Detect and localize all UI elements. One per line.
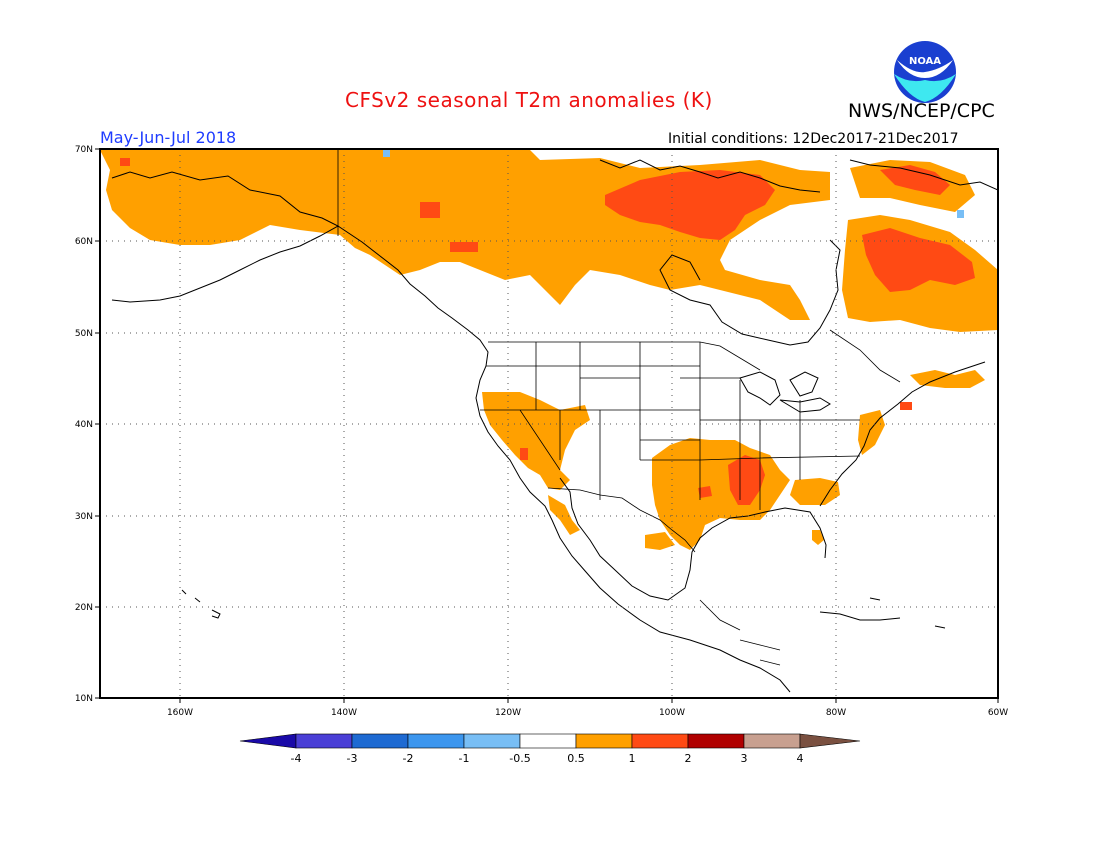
colorbar-label: 0.5 (567, 752, 585, 765)
anomaly-nw-territories-spot (450, 242, 478, 252)
logo-text: NOAA (909, 56, 941, 67)
colorbar-label: 1 (629, 752, 636, 765)
lon-label-60w: 60W (988, 708, 1008, 718)
lat-label-50n: 50N (75, 329, 93, 339)
colorbar-label: 3 (741, 752, 748, 765)
colorbar-left-arrow (239, 733, 297, 749)
colorbar-label: -2 (403, 752, 414, 765)
colorbar-segment (295, 733, 353, 749)
anomaly-southern-plains (652, 438, 790, 550)
anomaly-level-negative (383, 150, 964, 218)
anomaly-southwest-us (482, 392, 590, 490)
lat-label-30n: 30N (75, 512, 93, 522)
mexico-central-america-lines (699, 599, 781, 666)
anomaly-baja (548, 495, 580, 535)
hawaii-islands (181, 589, 221, 619)
tick-marks (95, 148, 999, 703)
anomaly-texas-coast (645, 532, 675, 550)
lon-label-120w: 120W (495, 708, 521, 718)
anomaly-nevada-spot (520, 448, 528, 460)
lat-label-70n: 70N (75, 145, 93, 155)
anomaly-alaska-spot (120, 158, 130, 166)
lon-labels: 160W 140W 120W 100W 80W 60W (167, 708, 1008, 718)
colorbar-segment (687, 733, 745, 749)
noaa-logo: NOAA (894, 41, 956, 103)
colorbar-labels: -4 -3 -2 -1 -0.5 0.5 1 2 3 4 (291, 752, 804, 765)
lon-label-160w: 160W (167, 708, 193, 718)
initial-conditions-label: Initial conditions: 12Dec2017-21Dec2017 (668, 131, 959, 147)
border-layer (337, 150, 901, 666)
colorbar-label: 2 (685, 752, 692, 765)
anomaly-florida (812, 530, 824, 545)
lon-label-80w: 80W (826, 708, 846, 718)
lon-label-100w: 100W (659, 708, 685, 718)
lat-label-60n: 60N (75, 237, 93, 247)
anomaly-southeast-coast (790, 478, 840, 505)
colorbar-segment (743, 733, 801, 749)
colorbar-segment (463, 733, 521, 749)
anomaly-level-1-2 (120, 158, 975, 505)
colorbar-label: 4 (797, 752, 804, 765)
anomaly-newengland-spot (900, 402, 912, 410)
colorbar-segment (407, 733, 465, 749)
anomaly-maritimes (910, 370, 985, 388)
anomaly-layer (100, 150, 998, 550)
anomaly-baffin-core (880, 165, 950, 195)
colorbar-segment (631, 733, 689, 749)
period-label: May-Jun-Jul 2018 (100, 128, 237, 147)
lat-label-10n: 10N (75, 694, 93, 704)
us-mexico-border (547, 487, 696, 553)
colorbar (239, 733, 861, 749)
lat-label-40n: 40N (75, 420, 93, 430)
anomaly-level-0.5-1 (100, 150, 998, 550)
colorbar-segment (575, 733, 633, 749)
anomaly-nunavut-core (605, 170, 775, 240)
lon-label-140w: 140W (331, 708, 357, 718)
colorbar-label: -0.5 (509, 752, 530, 765)
map-title: CFSv2 seasonal T2m anomalies (K) (345, 88, 713, 112)
colorbar-label: -3 (347, 752, 358, 765)
caribbean-islands (819, 597, 946, 629)
anomaly-yukon-spot (420, 202, 440, 218)
colorbar-segment (351, 733, 409, 749)
anomaly-arkansas-core (728, 455, 765, 505)
colorbar-right-arrow (799, 733, 861, 749)
anomaly-quebec-core (862, 228, 975, 292)
organization-label: NWS/NCEP/CPC (848, 100, 995, 122)
lat-label-20n: 20N (75, 603, 93, 613)
anomaly-oklahoma-spot (698, 486, 712, 498)
greenland-coastline (849, 159, 998, 191)
great-lakes (739, 371, 831, 413)
us-state-lines (480, 342, 861, 510)
colorbar-label: -4 (291, 752, 302, 765)
canada-us-border (337, 150, 901, 383)
lat-labels: 70N 60N 50N 40N 30N 20N 10N (75, 145, 93, 704)
colorbar-segment (519, 733, 577, 749)
colorbar-label: -1 (459, 752, 470, 765)
